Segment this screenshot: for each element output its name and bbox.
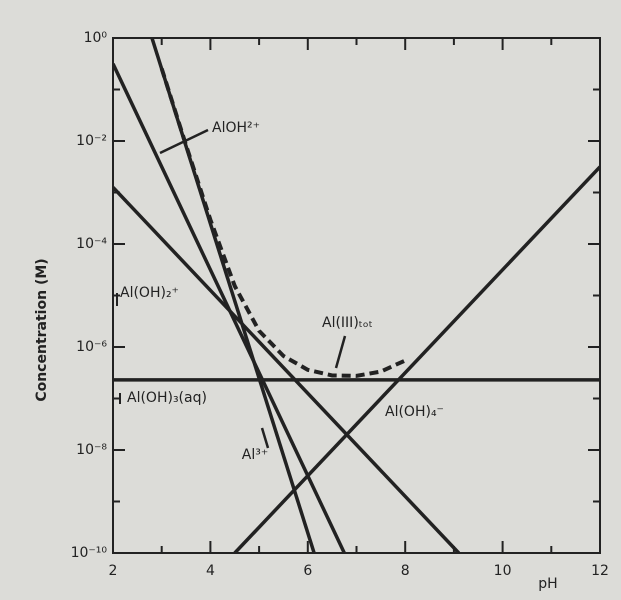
series-label: Al(OH)₂⁺ bbox=[120, 285, 179, 301]
series-label: Al(OH)₄⁻ bbox=[385, 404, 444, 420]
x-axis-label: pH bbox=[538, 576, 557, 592]
series-line bbox=[113, 186, 461, 553]
y-tick-label: 10⁻⁴ bbox=[76, 236, 107, 252]
series-line bbox=[233, 165, 600, 553]
label-arrow bbox=[260, 427, 270, 449]
plot-area bbox=[113, 38, 600, 553]
x-tick-label: 12 bbox=[591, 563, 609, 579]
label-arrow bbox=[159, 128, 209, 155]
series-line bbox=[159, 67, 407, 378]
x-tick-label: 6 bbox=[303, 563, 312, 579]
label-arrow bbox=[334, 335, 347, 369]
x-tick-label: 10 bbox=[494, 563, 512, 579]
y-tick-label: 10⁰ bbox=[84, 30, 108, 46]
x-tick-label: 8 bbox=[401, 563, 410, 579]
y-axis-label: Concentration (M) bbox=[34, 258, 50, 401]
x-tick-label: 4 bbox=[206, 563, 215, 579]
series-label: Al(III)ₜₒₜ bbox=[322, 315, 373, 331]
series-label: Al(OH)₃(aq) bbox=[127, 390, 207, 406]
series-label: AlOH²⁺ bbox=[212, 120, 260, 136]
series-label: Al³⁺ bbox=[242, 447, 268, 463]
y-tick-label: 10⁻¹⁰ bbox=[71, 545, 108, 561]
y-tick-label: 10⁻⁸ bbox=[76, 442, 107, 458]
y-tick-label: 10⁻⁶ bbox=[76, 339, 107, 355]
y-tick-label: 10⁻² bbox=[76, 133, 107, 149]
x-tick-label: 2 bbox=[109, 563, 118, 579]
